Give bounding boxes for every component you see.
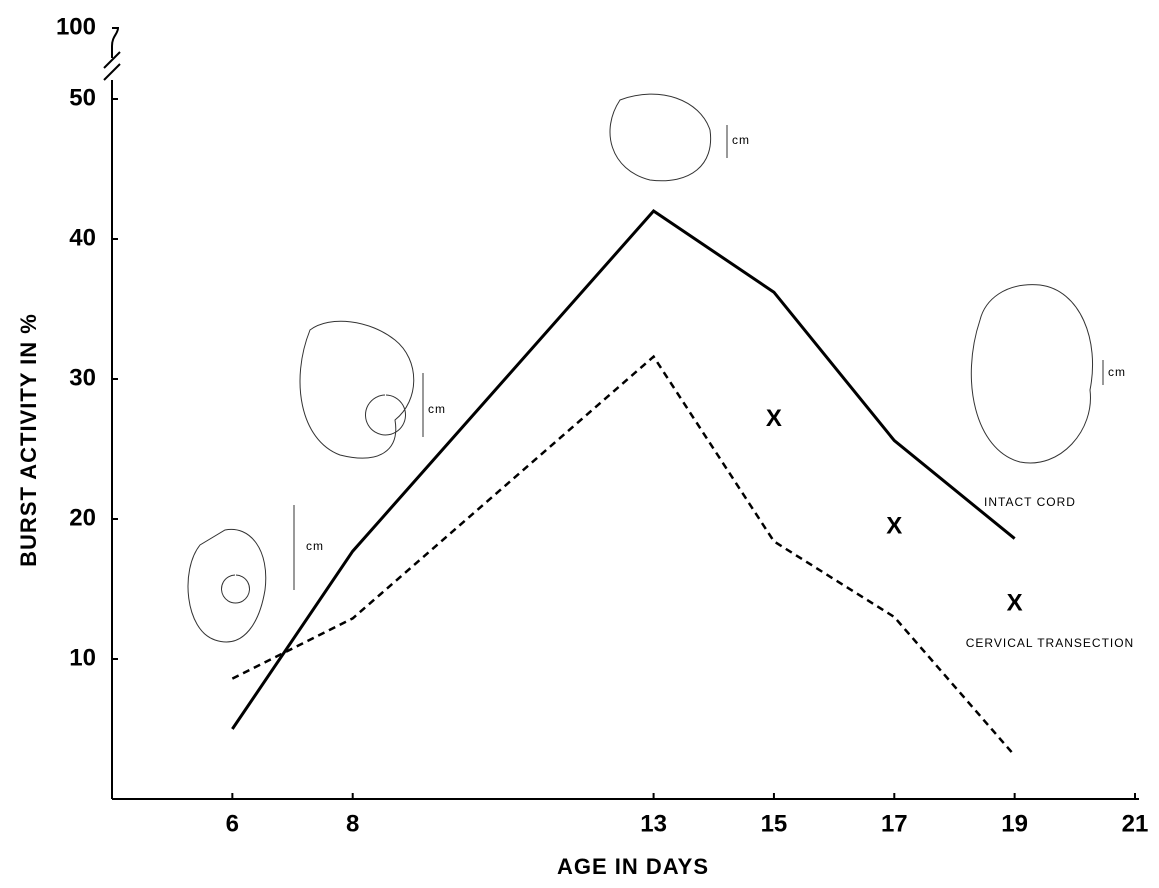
y-tick-label: 30 bbox=[69, 364, 96, 391]
y-tick-label: 40 bbox=[69, 224, 96, 251]
embryo-drawings bbox=[188, 94, 1103, 642]
x-axis-label: AGE IN DAYS bbox=[557, 854, 709, 879]
x-tick-label: 19 bbox=[1001, 810, 1028, 837]
series-label: CERVICAL TRANSECTION bbox=[966, 636, 1134, 650]
x-tick-label: 21 bbox=[1122, 810, 1149, 837]
scale-label: cm bbox=[428, 402, 446, 416]
axis-break bbox=[104, 28, 120, 80]
y-tick-label: 100 bbox=[56, 13, 96, 40]
x-tick-label: 8 bbox=[346, 810, 359, 837]
x-marker: X bbox=[766, 405, 782, 432]
x-tick-label: 13 bbox=[640, 810, 667, 837]
y-tick-label: 20 bbox=[69, 504, 96, 531]
chart: AGE IN DAYS BURST ACTIVITY IN % cm cm cm… bbox=[0, 0, 1159, 888]
series-label: INTACT CORD bbox=[984, 495, 1076, 509]
scale-label: cm bbox=[1108, 365, 1126, 379]
y-tick-label: 50 bbox=[69, 84, 96, 111]
series-line bbox=[232, 211, 1014, 729]
y-tick-label: 10 bbox=[69, 644, 96, 671]
scale-label: cm bbox=[306, 539, 324, 553]
x-marker: X bbox=[886, 513, 902, 540]
y-axis-label: BURST ACTIVITY IN % bbox=[16, 313, 41, 567]
scale-label: cm bbox=[732, 133, 750, 147]
x-tick-label: 17 bbox=[881, 810, 908, 837]
x-tick-label: 15 bbox=[761, 810, 788, 837]
x-tick-label: 6 bbox=[226, 810, 239, 837]
x-marker: X bbox=[1007, 590, 1023, 617]
